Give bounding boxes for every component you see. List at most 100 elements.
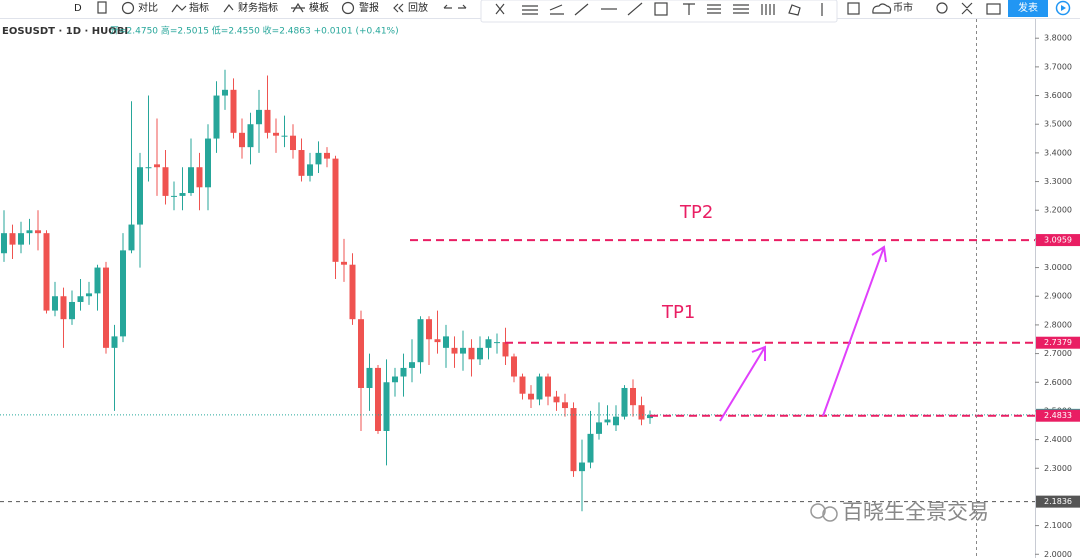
draw-tool[interactable]	[683, 3, 695, 15]
interval-button[interactable]: D	[74, 3, 82, 14]
fullscreen-icon[interactable]	[961, 2, 973, 15]
candle-body	[315, 152, 322, 165]
candle-body	[443, 336, 449, 348]
toolbar: D 对比 指标 财务指标 模板 警报 回放 币市	[0, 0, 1080, 23]
candle-body	[613, 416, 619, 426]
compare-icon[interactable]	[121, 1, 135, 15]
candle-body	[451, 347, 458, 354]
draw-tool[interactable]	[654, 2, 668, 16]
draw-tool[interactable]	[495, 3, 505, 15]
indicators-button[interactable]: 指标	[189, 1, 209, 14]
candle-body	[213, 95, 220, 139]
candle-body	[494, 342, 500, 344]
candle-body	[120, 250, 126, 337]
market-icon[interactable]	[872, 3, 892, 14]
draw-tool[interactable]	[574, 3, 589, 16]
sep: ·	[81, 26, 92, 37]
candle-body	[137, 167, 143, 225]
watermark-icon	[822, 506, 838, 522]
candle-body	[111, 336, 118, 348]
y-tick-label: 3.4000	[1044, 148, 1072, 157]
candle-body	[545, 376, 551, 397]
alert-icon[interactable]	[341, 1, 355, 15]
candle-body	[570, 408, 577, 472]
candle-body	[290, 135, 296, 151]
snapshot-icon[interactable]	[986, 3, 1001, 15]
candle-body	[468, 347, 475, 360]
draw-tool[interactable]	[707, 4, 721, 14]
annotation: TP1	[661, 302, 695, 323]
templates-icon[interactable]	[291, 2, 305, 13]
candle-body	[519, 376, 526, 394]
candle-body	[502, 342, 509, 357]
price-axis	[1035, 19, 1080, 558]
templates-button[interactable]: 模板	[309, 1, 329, 14]
price-label-bg	[1036, 495, 1080, 508]
legend-symbol: EOSUSDT · 1D · HUOBI	[2, 26, 128, 37]
publish-button-bg[interactable]	[1008, 0, 1048, 17]
play-button[interactable]	[1055, 0, 1071, 16]
draw-tool[interactable]	[733, 4, 749, 14]
annotation: TP2	[679, 202, 713, 223]
candle-body	[553, 396, 560, 403]
settings-icon[interactable]	[936, 2, 948, 14]
y-tick-label: 2.6000	[1044, 378, 1072, 387]
y-tick-label: 3.2000	[1044, 206, 1072, 215]
price-label: 2.1836	[1044, 497, 1072, 506]
undo-icon[interactable]	[443, 4, 452, 9]
draw-tool[interactable]	[522, 5, 538, 15]
symbol: EOSUSDT	[2, 26, 55, 37]
candle-body	[638, 405, 645, 420]
price-label: 3.0959	[1044, 236, 1072, 245]
candle-body	[222, 89, 228, 96]
candle-body	[621, 387, 628, 417]
candle-body	[273, 132, 279, 136]
candle-body	[94, 267, 101, 294]
candle-body	[426, 319, 432, 340]
replay-icon[interactable]	[393, 3, 404, 13]
draw-tool[interactable]	[549, 4, 564, 15]
candle-body	[247, 124, 254, 148]
candle-body	[35, 230, 41, 234]
y-tick-label: 3.5000	[1044, 120, 1072, 129]
candle-body	[417, 319, 424, 363]
price-label-bg	[1036, 409, 1080, 422]
candle-body	[434, 339, 441, 343]
draw-tool[interactable]	[627, 2, 643, 16]
redo-icon[interactable]	[458, 4, 467, 9]
candle-body	[60, 296, 67, 320]
y-tick-label: 3.7000	[1044, 62, 1072, 71]
candle-body	[1, 233, 7, 254]
price-label: 2.7379	[1044, 338, 1072, 347]
chart-type-icon[interactable]	[97, 1, 107, 14]
candle-body	[596, 422, 602, 434]
draw-tool[interactable]	[761, 4, 775, 15]
y-tick-label: 3.3000	[1044, 177, 1072, 186]
candle-body	[162, 167, 169, 196]
y-tick-label: 2.0000	[1044, 550, 1072, 558]
candle-body	[128, 224, 135, 251]
candle-body	[460, 347, 466, 354]
compare-button[interactable]: 对比	[138, 1, 158, 14]
candle-body	[154, 164, 160, 168]
candle-body	[52, 296, 58, 311]
watermark-icon	[810, 503, 826, 519]
replay-button[interactable]: 回放	[408, 1, 428, 14]
candle-body	[230, 89, 237, 133]
alert-button[interactable]: 警报	[359, 1, 379, 14]
market-button[interactable]: 币市	[893, 1, 913, 14]
candle-body	[307, 164, 313, 176]
draw-tool[interactable]	[788, 4, 801, 16]
y-tick-label: 3.8000	[1044, 34, 1072, 43]
candle-body	[264, 109, 271, 133]
financials-icon[interactable]	[223, 4, 234, 13]
exchange: HUOBI	[92, 26, 128, 37]
publish-button[interactable]: 发表	[1018, 1, 1038, 14]
candle-body	[239, 132, 245, 148]
candle-body	[392, 376, 398, 383]
indicators-icon[interactable]	[171, 4, 187, 13]
price-label: 2.4833	[1044, 411, 1072, 420]
layout-icon[interactable]	[847, 2, 860, 15]
financials-button[interactable]: 财务指标	[238, 1, 278, 14]
